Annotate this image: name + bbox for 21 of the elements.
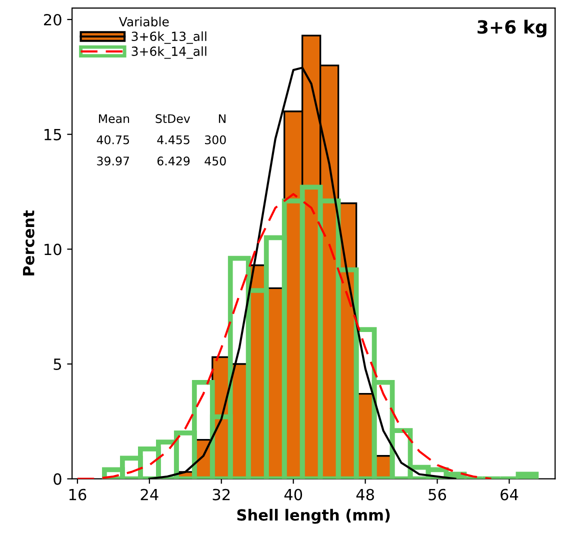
y-axis-title: Percent xyxy=(23,210,34,276)
x-tick-label: 16 xyxy=(69,488,86,500)
x-tick-label: 56 xyxy=(428,488,446,500)
x-tick-label: 48 xyxy=(356,488,374,500)
y-tick-label: 15 xyxy=(44,129,62,140)
x-tick-label: 24 xyxy=(140,488,158,500)
text: Mean StDev N xyxy=(99,114,226,124)
text: 40.75 4.455 300 xyxy=(96,135,226,144)
y-tick-label: 10 xyxy=(44,244,62,256)
x-tick-label: 32 xyxy=(212,488,230,500)
legend-title: Variable xyxy=(118,16,169,26)
text: 39.97 6.429 450 xyxy=(97,156,226,166)
annotation: 3+6 kg xyxy=(478,20,546,38)
x-tick-label: 40 xyxy=(284,488,302,500)
legend-label: 3+6k_13_all xyxy=(132,31,206,44)
y-tick-label: 0 xyxy=(54,473,62,485)
x-tick-label: 64 xyxy=(500,488,518,500)
y-tick-label: 5 xyxy=(54,358,62,370)
x-axis-title: Shell length (mm) xyxy=(237,508,390,524)
legend-label: 3+6k_14_all xyxy=(132,46,206,59)
y-tick-label: 20 xyxy=(44,14,62,26)
